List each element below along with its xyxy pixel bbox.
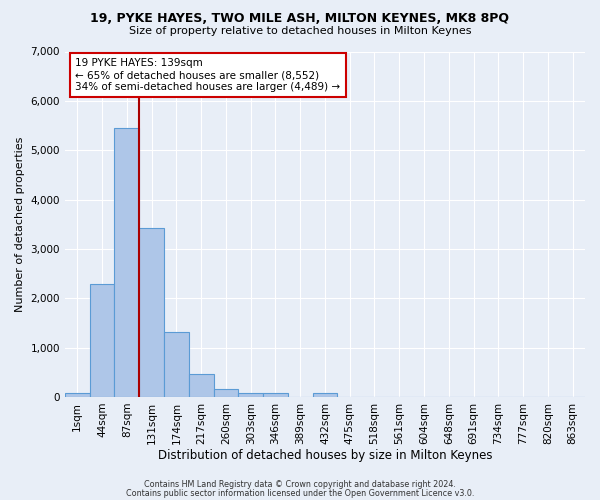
Bar (238, 392, 263, 397)
Bar (313, 392, 337, 397)
Text: Contains HM Land Registry data © Crown copyright and database right 2024.: Contains HM Land Registry data © Crown c… (144, 480, 456, 489)
Text: 19, PYKE HAYES, TWO MILE ASH, MILTON KEYNES, MK8 8PQ: 19, PYKE HAYES, TWO MILE ASH, MILTON KEY… (91, 12, 509, 26)
Y-axis label: Number of detached properties: Number of detached properties (15, 136, 25, 312)
Bar (65, 393, 89, 397)
Text: Size of property relative to detached houses in Milton Keynes: Size of property relative to detached ho… (129, 26, 471, 36)
Bar (89, 284, 115, 397)
Bar (189, 374, 214, 397)
Bar (115, 128, 139, 397)
Bar (164, 332, 189, 397)
Bar (214, 388, 238, 397)
X-axis label: Distribution of detached houses by size in Milton Keynes: Distribution of detached houses by size … (158, 450, 492, 462)
Text: Contains public sector information licensed under the Open Government Licence v3: Contains public sector information licen… (126, 488, 474, 498)
Text: 19 PYKE HAYES: 139sqm
← 65% of detached houses are smaller (8,552)
34% of semi-d: 19 PYKE HAYES: 139sqm ← 65% of detached … (76, 58, 340, 92)
Bar (263, 392, 288, 397)
Bar (139, 228, 164, 397)
